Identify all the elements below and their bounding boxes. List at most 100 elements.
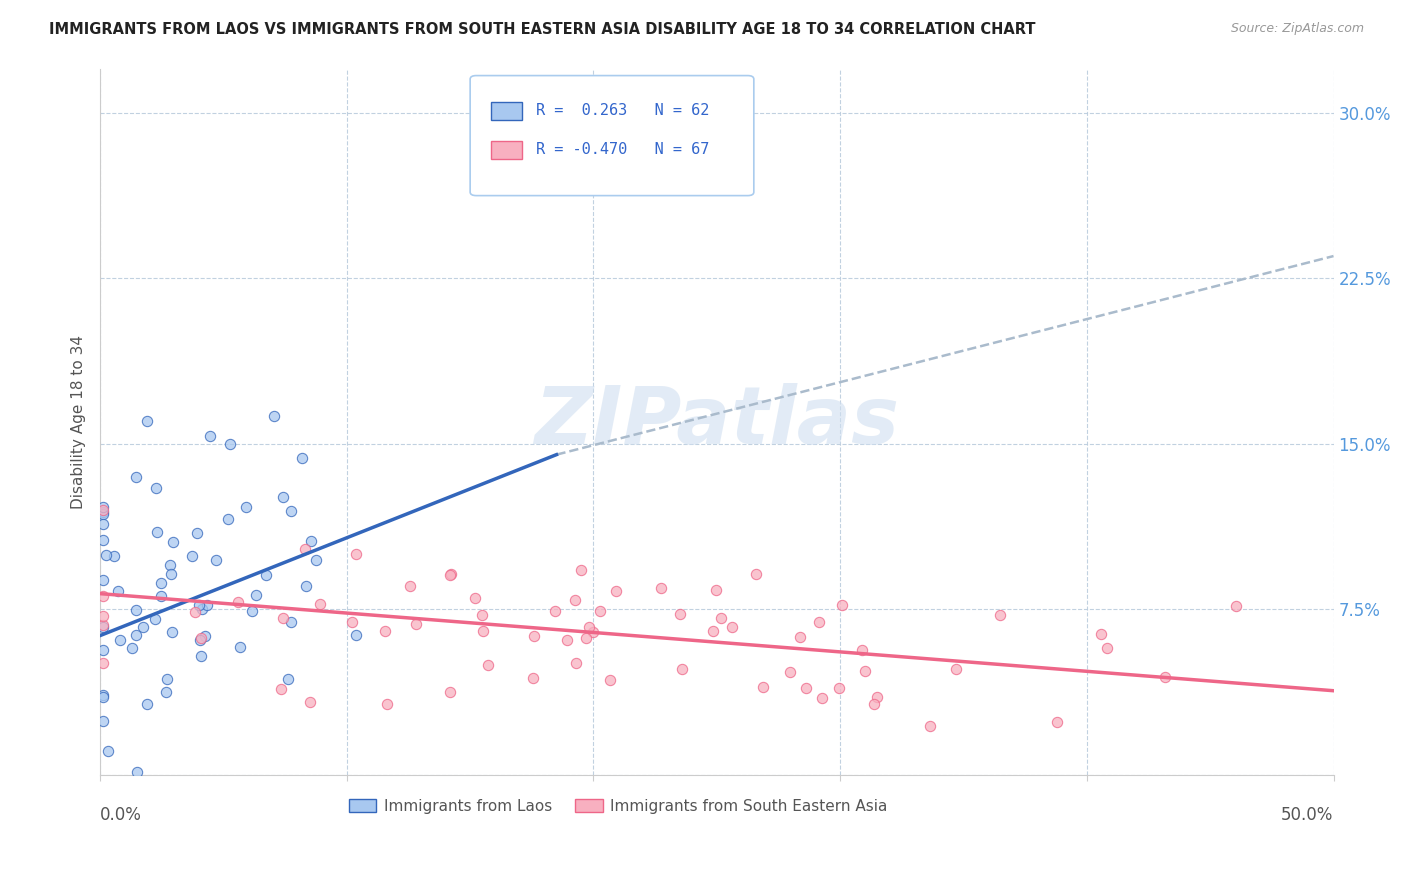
Point bbox=[291, 450, 314, 465]
Point bbox=[344, 547, 367, 561]
Point bbox=[91, 620, 114, 634]
Point bbox=[180, 549, 202, 563]
Point bbox=[146, 525, 169, 540]
Point bbox=[273, 490, 295, 504]
Bar bbox=[491, 141, 522, 159]
Point bbox=[131, 620, 153, 634]
Point bbox=[375, 698, 398, 712]
Point bbox=[91, 618, 114, 632]
Point bbox=[439, 567, 461, 582]
Point bbox=[710, 610, 733, 624]
Point bbox=[143, 612, 166, 626]
Text: Source: ZipAtlas.com: Source: ZipAtlas.com bbox=[1230, 22, 1364, 36]
Point bbox=[569, 563, 592, 577]
Text: 0.0%: 0.0% bbox=[100, 806, 142, 824]
Point bbox=[135, 697, 157, 711]
Point bbox=[218, 437, 240, 451]
Point bbox=[582, 624, 605, 639]
Point bbox=[188, 598, 211, 612]
Point bbox=[305, 552, 328, 566]
Point bbox=[103, 549, 125, 563]
Point bbox=[299, 533, 322, 548]
Point bbox=[589, 604, 612, 618]
Point bbox=[544, 604, 567, 618]
Point bbox=[831, 598, 853, 612]
Point bbox=[751, 680, 773, 694]
Point bbox=[1154, 670, 1177, 684]
Point bbox=[160, 624, 183, 639]
Point bbox=[162, 535, 184, 549]
Text: ZIPatlas: ZIPatlas bbox=[534, 383, 900, 460]
Point bbox=[217, 511, 239, 525]
Point bbox=[796, 681, 818, 695]
Point bbox=[91, 573, 114, 587]
Point bbox=[159, 558, 181, 573]
Point bbox=[1046, 714, 1069, 729]
Y-axis label: Disability Age 18 to 34: Disability Age 18 to 34 bbox=[72, 334, 86, 508]
Point bbox=[245, 588, 267, 602]
Point bbox=[229, 640, 252, 655]
Point bbox=[91, 643, 114, 657]
Point bbox=[107, 584, 129, 599]
Point bbox=[155, 685, 177, 699]
Point bbox=[125, 603, 148, 617]
Point bbox=[91, 505, 114, 519]
Point bbox=[121, 640, 143, 655]
Point bbox=[340, 615, 363, 629]
Point bbox=[988, 607, 1011, 622]
Point bbox=[186, 525, 208, 540]
Point bbox=[277, 673, 299, 687]
Point bbox=[344, 628, 367, 642]
Point bbox=[91, 589, 114, 603]
Point bbox=[280, 504, 302, 518]
Point bbox=[309, 598, 332, 612]
Point bbox=[156, 672, 179, 686]
Point bbox=[145, 481, 167, 495]
Point bbox=[226, 595, 249, 609]
Point bbox=[91, 503, 114, 517]
Point bbox=[405, 616, 427, 631]
Point bbox=[254, 567, 277, 582]
Point bbox=[91, 690, 114, 704]
Point bbox=[827, 681, 849, 696]
Point bbox=[565, 657, 588, 671]
Point bbox=[810, 691, 832, 706]
Point bbox=[94, 548, 117, 562]
Point bbox=[918, 719, 941, 733]
Point bbox=[190, 631, 212, 645]
Point bbox=[555, 632, 578, 647]
Point bbox=[91, 533, 114, 547]
Point bbox=[471, 607, 494, 622]
Point bbox=[136, 414, 159, 428]
Point bbox=[91, 688, 114, 702]
Point bbox=[668, 607, 690, 622]
Point bbox=[271, 610, 294, 624]
Point bbox=[477, 658, 499, 673]
Point bbox=[205, 553, 228, 567]
Point bbox=[1095, 641, 1118, 656]
Point bbox=[853, 665, 876, 679]
Point bbox=[190, 648, 212, 663]
Point bbox=[91, 507, 114, 521]
Point bbox=[862, 697, 884, 711]
Point bbox=[702, 624, 724, 639]
Point bbox=[97, 744, 120, 758]
Point bbox=[159, 567, 181, 582]
Point bbox=[439, 685, 461, 699]
Text: R =  0.263   N = 62: R = 0.263 N = 62 bbox=[536, 103, 709, 119]
Point bbox=[1225, 599, 1247, 613]
Point bbox=[789, 630, 811, 644]
Point bbox=[188, 633, 211, 648]
Point bbox=[191, 601, 214, 615]
Point bbox=[235, 500, 257, 514]
Point bbox=[564, 593, 586, 607]
Point bbox=[294, 542, 316, 557]
Point bbox=[299, 695, 322, 709]
Legend: Immigrants from Laos, Immigrants from South Eastern Asia: Immigrants from Laos, Immigrants from So… bbox=[343, 793, 894, 820]
Point bbox=[240, 604, 263, 618]
Point bbox=[91, 714, 114, 728]
Point bbox=[744, 566, 766, 581]
Point bbox=[866, 690, 889, 705]
Point bbox=[150, 589, 173, 603]
Point bbox=[464, 591, 486, 605]
